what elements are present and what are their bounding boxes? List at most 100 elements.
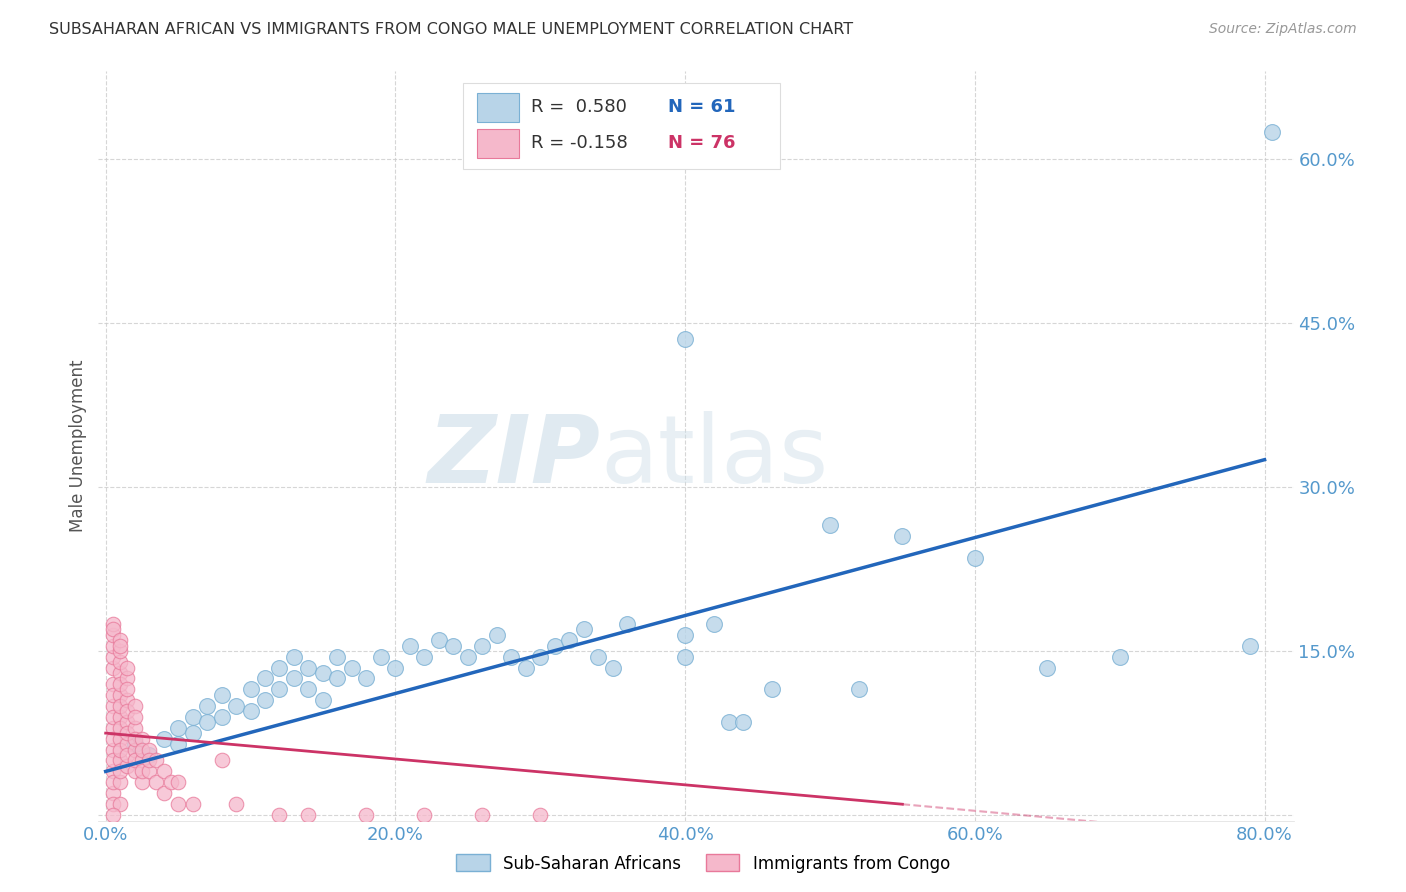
Point (167, 797, 190, 812)
Point (145, 754, 167, 768)
Point (703, 616, 725, 631)
Point (471, 639, 494, 653)
Point (131, 742, 153, 756)
Point (108, 698, 131, 713)
Text: atlas: atlas (600, 411, 828, 503)
Point (138, 754, 160, 768)
Point (239, 682, 262, 697)
Point (108, 742, 131, 756)
Point (108, 731, 131, 746)
Point (108, 764, 131, 779)
Point (117, 747, 139, 762)
Point (253, 693, 276, 707)
Point (501, 649, 523, 664)
Text: Source: ZipAtlas.com: Source: ZipAtlas.com (1209, 22, 1357, 37)
Text: R = -0.158: R = -0.158 (531, 134, 628, 152)
Point (963, 551, 986, 566)
Point (117, 737, 139, 751)
Point (297, 808, 319, 822)
Point (101, 639, 124, 653)
Point (101, 808, 124, 822)
Point (108, 688, 131, 702)
Point (673, 332, 696, 346)
Point (145, 775, 167, 789)
Point (101, 616, 124, 631)
Point (131, 731, 153, 746)
Point (211, 710, 233, 724)
Point (356, 672, 378, 686)
Point (108, 710, 131, 724)
Point (131, 754, 153, 768)
Point (101, 764, 124, 779)
Point (673, 649, 696, 664)
Point (117, 672, 139, 686)
FancyBboxPatch shape (477, 93, 519, 121)
Point (138, 747, 160, 762)
Point (471, 808, 494, 822)
Point (399, 639, 422, 653)
Point (312, 665, 335, 680)
Point (586, 649, 609, 664)
Point (152, 731, 174, 746)
Point (108, 677, 131, 691)
Point (131, 764, 153, 779)
Point (239, 704, 262, 718)
Text: SUBSAHARAN AFRICAN VS IMMIGRANTS FROM CONGO MALE UNEMPLOYMENT CORRELATION CHART: SUBSAHARAN AFRICAN VS IMMIGRANTS FROM CO… (49, 22, 853, 37)
Point (340, 660, 363, 674)
Point (558, 633, 581, 648)
Point (195, 715, 218, 730)
Point (211, 754, 233, 768)
Point (485, 628, 508, 642)
Text: ZIP: ZIP (427, 411, 600, 503)
Point (717, 715, 740, 730)
Point (101, 698, 124, 713)
Point (384, 660, 406, 674)
Point (848, 682, 870, 697)
Point (326, 649, 349, 664)
Point (253, 672, 276, 686)
Point (457, 649, 479, 664)
Text: N = 76: N = 76 (668, 134, 735, 152)
Point (131, 775, 153, 789)
Point (101, 628, 124, 642)
Legend: Sub-Saharan Africans, Immigrants from Congo: Sub-Saharan Africans, Immigrants from Co… (450, 847, 956, 880)
Y-axis label: Male Unemployment: Male Unemployment (69, 359, 87, 533)
Point (1036, 660, 1059, 674)
Point (108, 644, 131, 658)
Point (167, 775, 190, 789)
Point (283, 649, 305, 664)
Point (101, 797, 124, 812)
Point (529, 649, 551, 664)
FancyBboxPatch shape (463, 83, 780, 169)
Point (673, 628, 696, 642)
Point (124, 710, 146, 724)
Point (413, 808, 436, 822)
Point (101, 754, 124, 768)
Point (167, 721, 190, 735)
Point (117, 715, 139, 730)
Point (152, 786, 174, 800)
Point (1261, 124, 1284, 138)
Point (124, 721, 146, 735)
Point (138, 764, 160, 779)
Point (117, 726, 139, 740)
Point (117, 682, 139, 697)
Point (117, 704, 139, 718)
Point (181, 797, 204, 812)
Point (101, 677, 124, 691)
Point (108, 665, 131, 680)
Point (108, 633, 131, 648)
FancyBboxPatch shape (477, 129, 519, 158)
Point (515, 660, 537, 674)
Point (101, 649, 124, 664)
Point (101, 742, 124, 756)
Text: R =  0.580: R = 0.580 (531, 98, 627, 116)
Point (356, 808, 378, 822)
Point (297, 660, 319, 674)
Point (572, 622, 595, 636)
Point (529, 808, 551, 822)
Point (891, 529, 914, 543)
Point (167, 737, 190, 751)
Point (124, 698, 146, 713)
Point (225, 797, 247, 812)
